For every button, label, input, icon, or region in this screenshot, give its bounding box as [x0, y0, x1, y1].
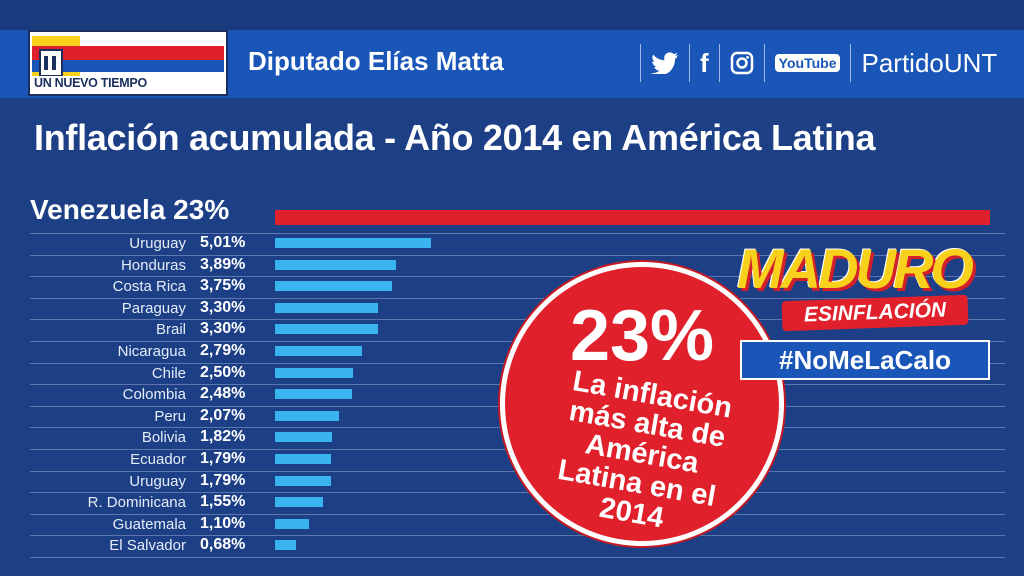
- header-title: Diputado Elías Matta: [248, 46, 504, 76]
- data-label: 1,10%: [200, 514, 246, 532]
- bar: [275, 238, 431, 248]
- bar: [275, 454, 331, 464]
- category-label: Peru: [154, 407, 186, 425]
- youtube-icon[interactable]: YouTube: [774, 54, 841, 72]
- twitter-icon[interactable]: [651, 52, 679, 74]
- separator: [763, 44, 765, 82]
- bar: [275, 346, 362, 356]
- data-label: 0,68%: [200, 536, 246, 554]
- data-label: 2,07%: [200, 406, 246, 424]
- chart-title: Inflación acumulada - Año 2014 en Améric…: [34, 117, 876, 158]
- separator: [689, 44, 690, 82]
- logo-emblem-icon: [32, 36, 224, 76]
- data-label: 3,89%: [200, 255, 246, 273]
- social-handle[interactable]: PartidoUNT: [861, 47, 998, 78]
- bar: [275, 497, 324, 508]
- category-label: Colombia: [122, 386, 186, 404]
- bar: [275, 367, 353, 378]
- logo-text: UN NUEVO TIEMPO: [34, 76, 147, 90]
- hashtag-badge[interactable]: #NoMeLaCalo: [740, 340, 990, 380]
- social-links: f YouTube PartidoUNT: [630, 40, 997, 86]
- separator: [718, 44, 720, 82]
- data-label: 1,82%: [200, 428, 246, 446]
- bar: [275, 259, 396, 270]
- bar: [275, 324, 378, 335]
- facebook-icon[interactable]: f: [700, 48, 709, 79]
- data-label: 2,50%: [200, 363, 246, 381]
- category-label: Uruguay: [129, 235, 186, 252]
- data-label: 2,48%: [200, 385, 246, 403]
- bar: [275, 281, 392, 292]
- category-label: Bolivia: [141, 429, 186, 447]
- bar: [275, 432, 332, 443]
- bar: [275, 410, 340, 421]
- party-logo: UN NUEVO TIEMPO: [28, 30, 228, 96]
- data-label: 5,01%: [200, 234, 246, 251]
- category-label: El Salvador: [109, 537, 186, 555]
- data-label: 1,79%: [200, 471, 246, 489]
- category-label: Honduras: [120, 256, 186, 274]
- top-band: [0, 0, 1024, 30]
- category-label: Guatemala: [112, 515, 186, 533]
- bar: [275, 389, 353, 400]
- esinflacion-tag: ESINFLACIÓN: [781, 294, 969, 332]
- separator: [850, 44, 852, 82]
- data-label: 3,30%: [200, 320, 246, 338]
- youtube-label: YouTube: [774, 54, 841, 72]
- callout-circle: 23% La inflación más alta de América Lat…: [500, 262, 784, 546]
- separator: [640, 44, 641, 82]
- highlight-label: Venezuela 23%: [30, 194, 230, 225]
- category-label: Costa Rica: [112, 278, 186, 296]
- highlight-bar-venezuela: [275, 210, 990, 225]
- category-label: Brail: [155, 321, 186, 339]
- category-label: Uruguay: [129, 472, 186, 490]
- category-label: Paraguay: [121, 299, 186, 317]
- data-label: 3,75%: [200, 277, 246, 295]
- data-label: 1,79%: [200, 450, 246, 467]
- bar: [275, 475, 331, 486]
- bar: [275, 540, 297, 551]
- data-label: 3,30%: [200, 298, 246, 316]
- category-label: Chile: [151, 364, 186, 382]
- category-label: Ecuador: [130, 451, 186, 468]
- callout-text: La inflación más alta de América Latina …: [512, 359, 772, 548]
- data-label: 1,55%: [200, 493, 246, 511]
- facebook-glyph: f: [700, 47, 709, 78]
- data-label: 2,79%: [200, 342, 246, 359]
- instagram-icon[interactable]: [730, 51, 754, 75]
- bar: [275, 302, 378, 313]
- category-label: R. Dominicana: [87, 494, 186, 512]
- maduro-logo-text: MADURO: [737, 237, 974, 300]
- callout-value: 23%: [569, 296, 715, 376]
- category-label: Nicaragua: [117, 343, 186, 360]
- bar: [275, 518, 310, 529]
